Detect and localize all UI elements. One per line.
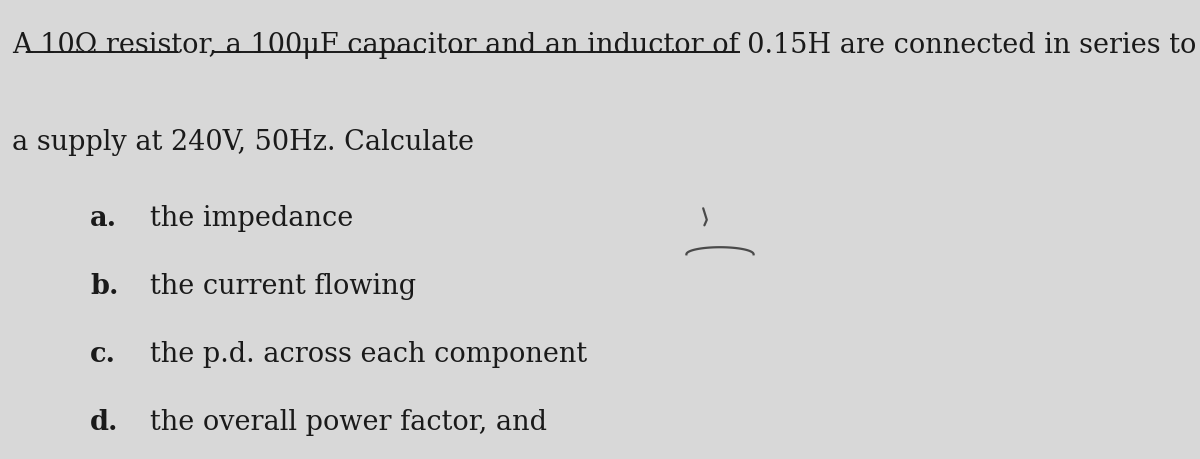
Text: the current flowing: the current flowing — [150, 272, 416, 299]
Text: the impedance: the impedance — [150, 204, 353, 231]
Text: the p.d. across each component: the p.d. across each component — [150, 340, 587, 367]
Text: the overall power factor, and: the overall power factor, and — [150, 408, 547, 435]
Text: d.: d. — [90, 408, 119, 435]
Text: b.: b. — [90, 272, 119, 299]
Text: A 10Ω resistor, a 100μF capacitor and an inductor of 0.15H are connected in seri: A 10Ω resistor, a 100μF capacitor and an… — [12, 32, 1196, 59]
Text: c.: c. — [90, 340, 116, 367]
Text: a.: a. — [90, 204, 118, 231]
Text: a supply at 240V, 50Hz. Calculate: a supply at 240V, 50Hz. Calculate — [12, 129, 474, 156]
